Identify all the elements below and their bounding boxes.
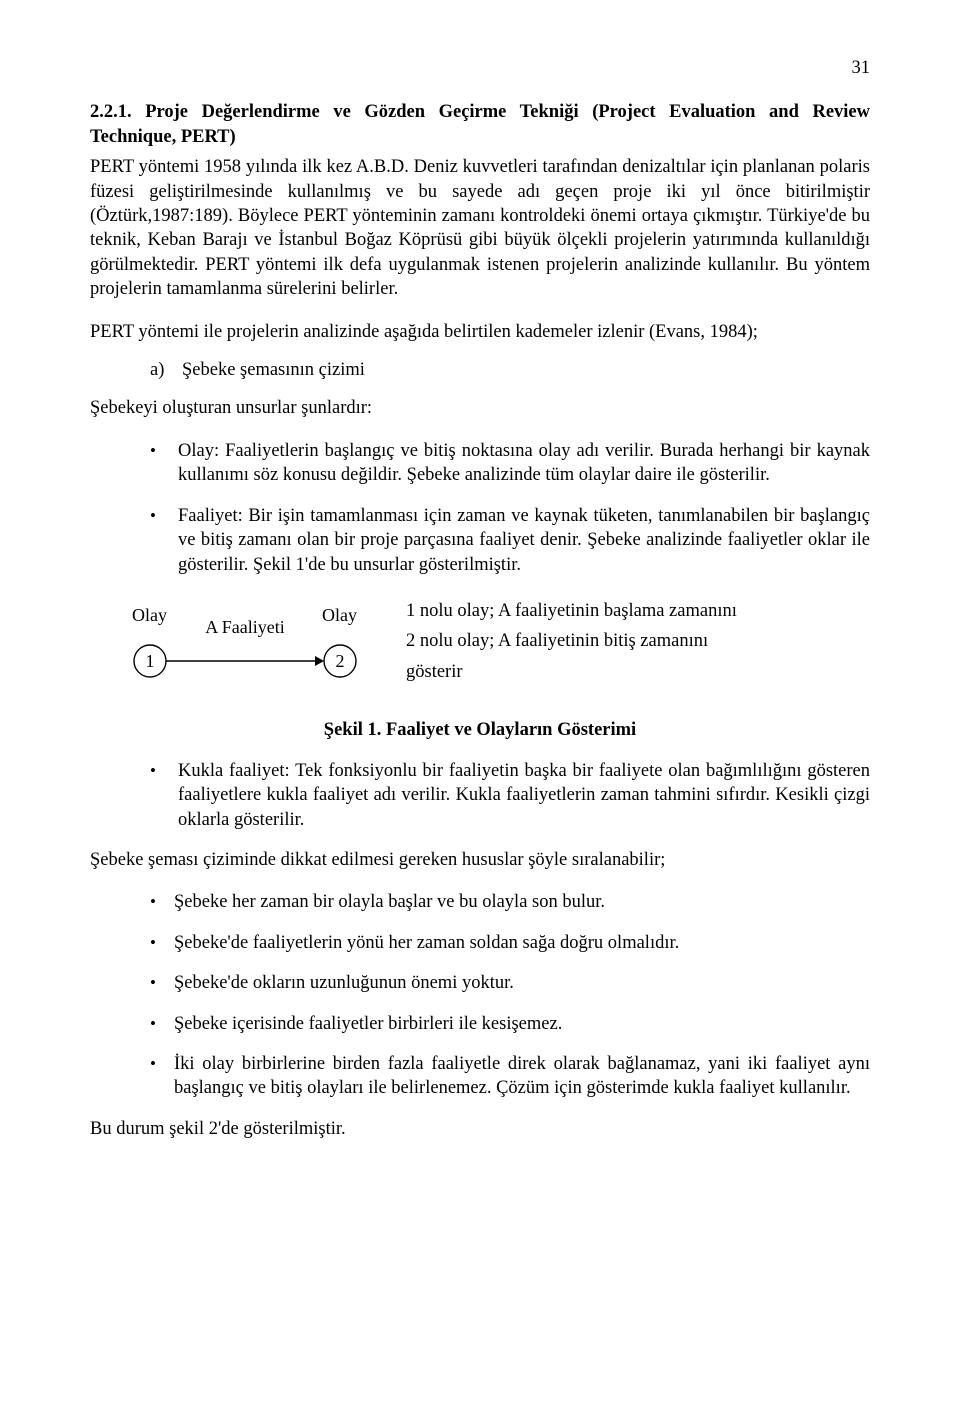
list-item: • Şebeke içerisinde faaliyetler birbirle… [150,1012,870,1036]
list-item: • Olay: Faaliyetlerin başlangıç ve bitiş… [150,439,870,488]
list-ordered-a: a) Şebeke şemasının çizimi [90,358,870,382]
svg-text:2: 2 [336,651,345,671]
figure-description: 1 nolu olay; A faaliyetinin başlama zama… [406,599,737,690]
bullet-icon: • [150,1052,174,1101]
fig-desc-line-3: gösterir [406,660,737,684]
bullet-icon: • [150,931,174,955]
svg-text:Olay: Olay [322,605,357,625]
bullet-icon: • [150,971,174,995]
section-title: Proje Değerlendirme ve Gözden Geçirme Te… [90,102,870,146]
list-item-text: Şebeke içerisinde faaliyetler birbirleri… [174,1012,562,1036]
list-item: • Kukla faaliyet: Tek fonksiyonlu bir fa… [150,759,870,832]
paragraph-1: PERT yöntemi 1958 yılında ilk kez A.B.D.… [90,155,870,301]
list-item: • Şebeke'de faaliyetlerin yönü her zaman… [150,931,870,955]
list-item: a) Şebeke şemasının çizimi [150,358,870,382]
svg-text:Olay: Olay [132,605,167,625]
list-marker-a: a) [150,358,182,382]
paragraph-5: Bu durum şekil 2'de gösterilmiştir. [90,1117,870,1141]
paragraph-2: PERT yöntemi ile projelerin analizinde a… [90,320,870,344]
list-item-text: Şebeke'de okların uzunluğunun önemi yokt… [174,971,514,995]
bullet-icon: • [150,890,174,914]
paragraph-3: Şebekeyi oluşturan unsurlar şunlardır: [90,396,870,420]
list-item-text: Kukla faaliyet: Tek fonksiyonlu bir faal… [178,759,870,832]
figure-1: Olay Olay A Faaliyeti 1 2 1 nolu olay; A faa… [120,593,870,696]
section-heading: 2.2.1. Proje Değerlendirme ve Gözden Geç… [90,100,870,149]
bullet-icon: • [150,759,178,832]
bullet-list-3: • Şebeke her zaman bir olayla başlar ve … [90,890,870,1100]
paragraph-4: Şebeke şeması çiziminde dikkat edilmesi … [90,848,870,872]
list-item-text: İki olay birbirlerine birden fazla faali… [174,1052,870,1101]
page-number: 31 [90,56,870,80]
fig-desc-line-1: 1 nolu olay; A faaliyetinin başlama zama… [406,599,737,623]
bullet-icon: • [150,504,178,577]
list-item: • İki olay birbirlerine birden fazla faa… [150,1052,870,1101]
svg-text:A Faaliyeti: A Faaliyeti [205,617,285,637]
figure-diagram: Olay Olay A Faaliyeti 1 2 [120,593,370,696]
svg-text:1: 1 [146,651,155,671]
fig-desc-line-2: 2 nolu olay; A faaliyetinin bitiş zamanı… [406,629,737,653]
bullet-icon: • [150,1012,174,1036]
network-diagram-svg: Olay Olay A Faaliyeti 1 2 [120,593,370,689]
list-item: • Faaliyet: Bir işin tamamlanması için z… [150,504,870,577]
list-item-text: Şebeke her zaman bir olayla başlar ve bu… [174,890,605,914]
list-item: • Şebeke'de okların uzunluğunun önemi yo… [150,971,870,995]
section-number: 2.2.1. [90,102,132,122]
list-item-text: Faaliyet: Bir işin tamamlanması için zam… [178,504,870,577]
list-item-text: Şebeke şemasının çizimi [182,358,365,382]
bullet-list-1: • Olay: Faaliyetlerin başlangıç ve bitiş… [90,439,870,577]
bullet-list-2: • Kukla faaliyet: Tek fonksiyonlu bir fa… [90,759,870,832]
figure-caption: Şekil 1. Faaliyet ve Olayların Gösterimi [90,718,870,742]
list-item: • Şebeke her zaman bir olayla başlar ve … [150,890,870,914]
list-item-text: Şebeke'de faaliyetlerin yönü her zaman s… [174,931,679,955]
list-item-text: Olay: Faaliyetlerin başlangıç ve bitiş n… [178,439,870,488]
bullet-icon: • [150,439,178,488]
